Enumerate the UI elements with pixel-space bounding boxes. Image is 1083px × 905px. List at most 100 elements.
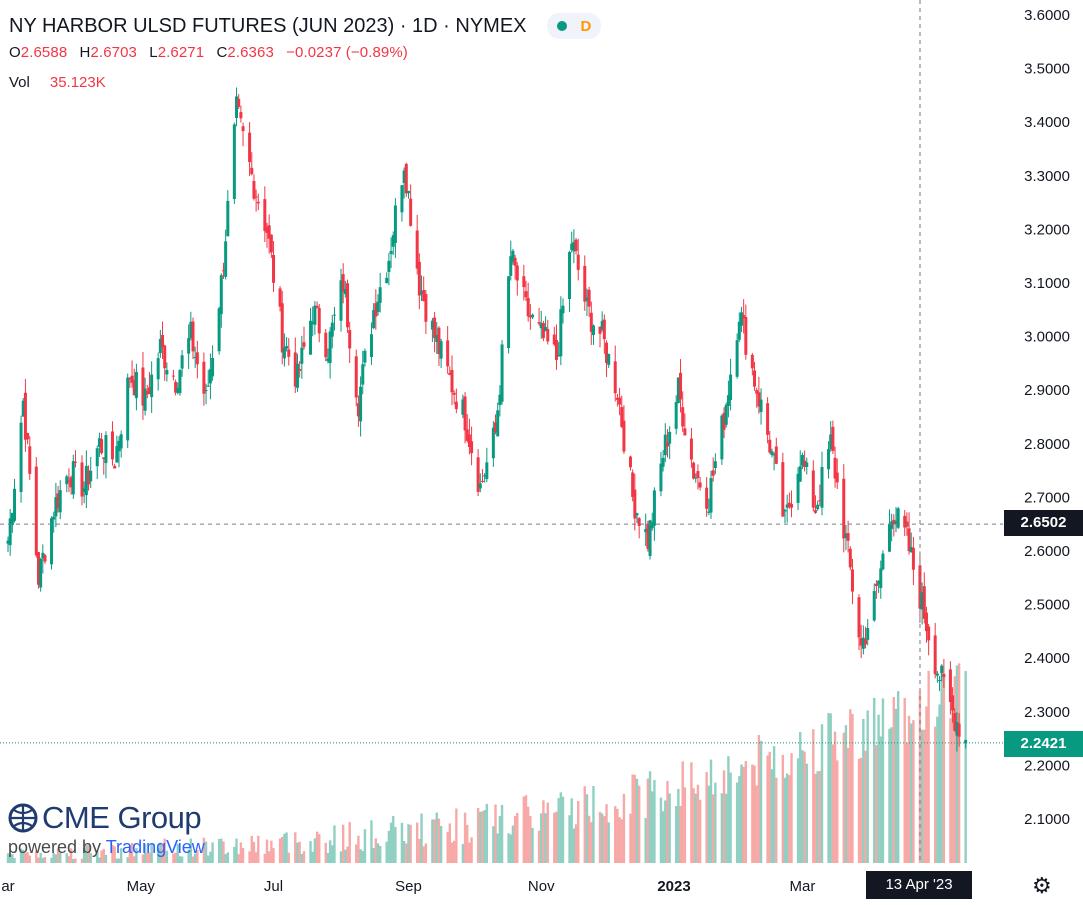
volume-bar bbox=[570, 798, 573, 863]
volume-bar bbox=[102, 848, 105, 863]
price-tick-label: 2.2000 bbox=[1024, 757, 1070, 774]
volume-bar bbox=[272, 848, 275, 863]
candle-body bbox=[102, 457, 106, 459]
candle-body bbox=[226, 200, 230, 237]
volume-bar bbox=[476, 808, 480, 863]
candle-body bbox=[850, 569, 854, 592]
candle-body bbox=[406, 190, 410, 194]
volume-bar bbox=[96, 849, 99, 863]
candle-body bbox=[739, 312, 743, 326]
candle-body bbox=[811, 470, 815, 508]
volume-bar bbox=[56, 848, 60, 863]
candle-body bbox=[585, 297, 589, 301]
candle-body bbox=[842, 478, 846, 539]
candle-body bbox=[774, 446, 778, 464]
volume-bar bbox=[37, 857, 40, 863]
candle-body bbox=[187, 338, 191, 354]
candle-body bbox=[302, 342, 306, 347]
candle-body bbox=[448, 373, 452, 376]
candle-body bbox=[848, 548, 852, 568]
candle-body bbox=[829, 434, 833, 450]
volume-bar bbox=[637, 785, 641, 863]
candle-body bbox=[315, 305, 319, 308]
volume-bar bbox=[287, 852, 290, 863]
volume-bar bbox=[172, 853, 175, 863]
candle-body bbox=[785, 504, 789, 508]
candle-body bbox=[787, 502, 791, 508]
candle-body bbox=[67, 480, 71, 482]
volume-bar bbox=[281, 836, 284, 863]
candle-body bbox=[36, 552, 40, 585]
candle-body bbox=[26, 433, 30, 440]
price-tick-label: 2.4000 bbox=[1024, 650, 1070, 667]
candle-body bbox=[607, 353, 611, 365]
volume-bar bbox=[696, 784, 700, 863]
candle-body bbox=[165, 369, 169, 375]
volume-bar bbox=[141, 854, 145, 863]
candle-body bbox=[34, 466, 38, 556]
candle-body bbox=[698, 482, 702, 488]
candle-body bbox=[417, 261, 421, 296]
price-axis[interactable]: 3.6000 3.5000 3.4000 3.3000 3.2000 3.1000 3.00… bbox=[1024, 7, 1070, 828]
candle-body bbox=[942, 673, 946, 678]
volume-bar bbox=[285, 832, 288, 863]
candle-body bbox=[23, 392, 27, 440]
volume-bar bbox=[920, 729, 924, 863]
crosshair-price-label: 2.6502 bbox=[1004, 510, 1083, 536]
volume-bar bbox=[72, 858, 75, 863]
candle-body bbox=[583, 265, 587, 302]
volume-bar bbox=[98, 857, 101, 863]
volume-bar bbox=[26, 852, 29, 863]
candle-body bbox=[485, 462, 489, 479]
tradingview-link[interactable]: TradingView bbox=[105, 837, 205, 857]
volume-bar bbox=[252, 841, 256, 863]
candle-body bbox=[750, 354, 754, 369]
time-tick-label: Sep bbox=[395, 878, 422, 895]
time-axis[interactable]: ar May Jul Sep Nov 2023 Mar bbox=[1, 878, 815, 895]
volume-bar bbox=[52, 853, 55, 863]
volume-bar bbox=[224, 854, 227, 863]
volume-bar bbox=[735, 782, 739, 863]
volume-bar bbox=[859, 757, 863, 863]
candle-body bbox=[735, 340, 739, 377]
candle-body bbox=[790, 504, 794, 508]
candle-body bbox=[559, 309, 563, 357]
candle-body bbox=[147, 387, 151, 395]
candle-body bbox=[729, 374, 733, 401]
volume-bar bbox=[191, 856, 195, 863]
status-pill[interactable]: D bbox=[546, 13, 602, 39]
candle-body bbox=[798, 466, 802, 482]
volume-bar bbox=[331, 845, 334, 863]
candle-body bbox=[924, 612, 928, 632]
volume-bar bbox=[725, 793, 728, 863]
cme-logo-text: CME Group bbox=[42, 800, 202, 835]
candle-body bbox=[171, 375, 175, 377]
volume-bar bbox=[692, 788, 695, 863]
gear-icon[interactable]: ⚙ bbox=[1032, 873, 1052, 898]
symbol-title[interactable]: NY HARBOR ULSD FUTURES (JUN 2023) · 1D ·… bbox=[9, 14, 527, 37]
volume-bar bbox=[529, 815, 532, 863]
candle-body bbox=[874, 583, 878, 587]
candle-body bbox=[404, 163, 408, 194]
volume-bar bbox=[235, 838, 238, 863]
volume-bar bbox=[753, 765, 756, 863]
volume-bar bbox=[709, 759, 713, 863]
volume-bar bbox=[751, 764, 754, 863]
candle-body bbox=[58, 490, 62, 513]
volume-bar bbox=[254, 852, 258, 863]
volume-bar bbox=[942, 676, 946, 863]
candle-body bbox=[628, 456, 632, 468]
candle-body bbox=[644, 529, 648, 533]
volume-bar bbox=[394, 826, 397, 863]
volume-bar bbox=[587, 815, 591, 863]
candle-body bbox=[163, 345, 167, 369]
time-tick-label: Jul bbox=[264, 878, 283, 895]
volume-bar bbox=[783, 777, 787, 863]
volume-bar bbox=[894, 708, 898, 863]
volume-bar bbox=[923, 729, 926, 863]
candle-body bbox=[252, 180, 256, 199]
volume-bar bbox=[226, 852, 230, 863]
volume-bar bbox=[468, 842, 471, 863]
candle-body bbox=[115, 446, 119, 463]
